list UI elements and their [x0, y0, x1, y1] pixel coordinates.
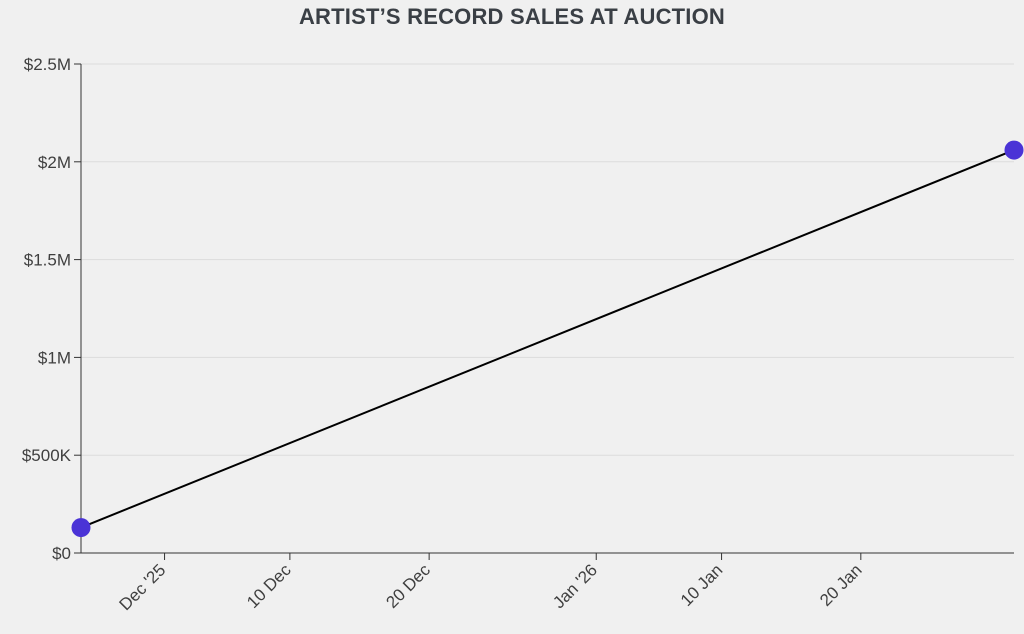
y-tick-label: $1M: [38, 348, 71, 367]
axes: $0 $500K $1M $1.5M $2M $2.5M Dec '25 10 Dec 20 D…: [22, 55, 1014, 614]
x-tick-label: 10 Dec: [243, 560, 295, 612]
x-tick-label: 10 Jan: [677, 560, 727, 610]
y-tick-label: $500K: [22, 446, 72, 465]
series-line: [80, 149, 1015, 529]
data-point: [1004, 140, 1024, 160]
series: [71, 140, 1024, 538]
x-tick-label: Dec '25: [116, 560, 170, 614]
x-tick-label: 20 Dec: [382, 560, 434, 612]
data-point: [71, 518, 91, 538]
x-tick-label: Jan '26: [549, 560, 601, 612]
y-tick-label: $2.5M: [24, 55, 71, 74]
chart-title: ARTIST’S RECORD SALES AT AUCTION: [298, 4, 726, 29]
y-tick-label: $1.5M: [24, 251, 71, 270]
y-tick-label: $2M: [38, 153, 71, 172]
gridlines: [81, 63, 1014, 456]
y-tick-label: $0: [52, 544, 71, 563]
x-tick-label: 20 Jan: [816, 560, 866, 610]
